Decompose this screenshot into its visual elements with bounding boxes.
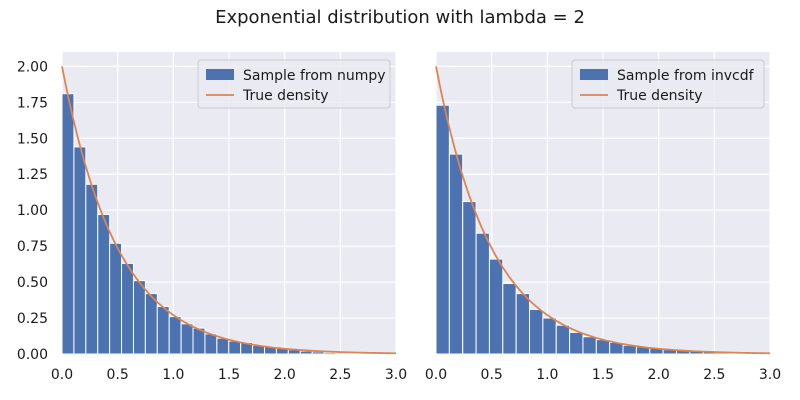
y-tick-label: 1.75 (17, 95, 48, 111)
histogram-bar (582, 336, 597, 355)
x-tick-label: 1.0 (162, 367, 184, 383)
histogram-bar (569, 331, 584, 355)
legend-frame (571, 59, 765, 109)
y-tick-label: 2.00 (17, 59, 48, 75)
histogram-bar (109, 242, 123, 355)
y-tick-label: 0.75 (17, 239, 48, 255)
y-tick-label: 0.50 (17, 275, 48, 291)
x-tick-label: 1.0 (536, 367, 558, 383)
histogram-bar (204, 333, 218, 355)
legend-label-sample: Sample from numpy (243, 68, 386, 84)
x-tick-label: 2.0 (648, 367, 670, 383)
histogram-bar (542, 317, 557, 355)
histogram-bar (73, 146, 87, 355)
histogram-bar (180, 323, 194, 355)
x-tick-label: 2.5 (329, 367, 351, 383)
y-tick-label: 1.25 (17, 167, 48, 183)
histogram-bar (488, 258, 504, 355)
histogram-bar (85, 183, 99, 355)
histogram-bar (529, 308, 544, 355)
x-tick-label: 0.5 (481, 367, 503, 383)
legend-label-density: True density (616, 88, 703, 104)
histogram-bar (595, 339, 611, 355)
left-histogram-panel: 0.0 0.5 1.0 1.5 2.0 2.5 3.0 0.00 0.25 0.50 0.75 1.0… (17, 52, 407, 383)
histogram-bar (462, 201, 477, 355)
y-tick-label: 0.25 (17, 311, 48, 327)
x-tick-label: 3.0 (759, 367, 781, 383)
histogram-bar (97, 214, 111, 355)
x-tick-label: 0.5 (107, 367, 129, 383)
histogram-bar (144, 293, 158, 355)
density-line (435, 66, 771, 355)
histogram-bar (448, 153, 464, 355)
x-tick-label: 3.0 (385, 367, 407, 383)
histogram-bar (216, 337, 230, 355)
histogram-bar (555, 324, 571, 355)
legend: Sample from invcdf True density (571, 59, 765, 109)
histogram-bar (475, 232, 490, 355)
x-tick-label: 1.5 (592, 367, 614, 383)
legend-label-sample: Sample from invcdf (617, 68, 755, 84)
histogram-bar (323, 352, 337, 355)
y-tick-label: 0.00 (17, 347, 48, 363)
x-tick-label: 2.5 (703, 367, 725, 383)
histogram-bar (156, 306, 170, 355)
right-histogram-panel: 0.0 0.5 1.0 1.5 2.0 2.5 3.0 Sample from invcdf T… (425, 52, 781, 383)
density-line (61, 66, 397, 355)
histogram-bar (168, 316, 182, 355)
histogram-bar (228, 340, 242, 355)
legend-frame (197, 59, 391, 109)
histogram-bar (121, 262, 134, 355)
legend-swatch-bar (580, 69, 608, 80)
legend-label-density: True density (242, 88, 329, 104)
y-tick-label: 1.00 (17, 203, 48, 219)
histogram-bar (515, 293, 531, 355)
histogram-bar (502, 283, 517, 355)
figure-suptitle: Exponential distribution with lambda = 2 (215, 7, 585, 28)
legend: Sample from numpy True density (197, 59, 391, 109)
histogram-bar (61, 93, 75, 355)
x-tick-label: 2.0 (274, 367, 296, 383)
x-tick-label: 0.0 (425, 367, 447, 383)
y-tick-label: 1.50 (17, 131, 48, 147)
x-tick-label: 0.0 (51, 367, 73, 383)
histogram-bar (132, 280, 146, 355)
histogram-bar (435, 104, 450, 355)
x-tick-label: 1.5 (218, 367, 240, 383)
legend-swatch-bar (206, 69, 234, 80)
